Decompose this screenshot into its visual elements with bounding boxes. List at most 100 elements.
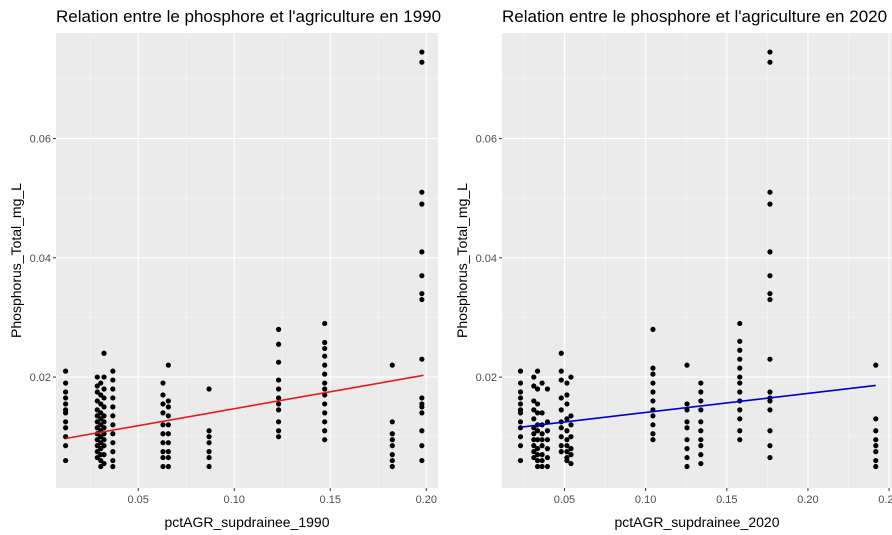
chart-1-point-56 [559,425,564,430]
chart-1-point-28 [535,428,540,433]
chart-1-point-51 [559,369,564,374]
chart-1-point-106 [698,461,703,466]
chart-1-point-39 [539,443,544,448]
chart-1-point-136 [873,363,878,368]
chart-0-y-tick-label-0: 0.02 [30,372,51,384]
chart-0-point-74 [166,398,171,403]
chart-1-point-126 [767,291,772,296]
chart-1-point-129 [767,389,772,394]
chart-1-point-81 [650,389,655,394]
chart-0-point-89 [206,464,211,469]
chart-0-point-62 [110,464,115,469]
chart-1-point-49 [545,464,550,469]
chart-0-point-115 [390,363,395,368]
chart-0-x-tick-label-3: 0.20 [416,494,437,506]
chart-1-point-71 [568,413,573,418]
chart-1-point-16 [531,416,536,421]
chart-0-point-128 [419,273,424,278]
chart-0-point-137 [419,443,424,448]
chart-1-point-121 [767,60,772,65]
chart-1-point-107 [737,321,742,326]
chart-0-point-125 [419,190,424,195]
chart-1-point-25 [535,401,540,406]
chart-1-point-8 [518,425,523,430]
chart-1-point-128 [767,357,772,362]
chart-1-point-123 [767,202,772,207]
chart-1-point-110 [737,357,742,362]
chart-1-point-87 [650,437,655,442]
chart-0-point-79 [166,440,171,445]
chart-0-point-111 [322,410,327,415]
chart-0-point-43 [101,413,106,418]
chart-1-point-122 [767,190,772,195]
chart-1-point-91 [684,419,689,424]
chart-0-x-tick-label-0: 0.05 [127,494,148,506]
chart-1-point-41 [539,458,544,463]
chart-1-point-12 [531,374,536,379]
chart-0-point-117 [390,431,395,436]
chart-1-point-108 [737,339,742,344]
chart-0-point-124 [419,60,424,65]
chart-0-point-75 [166,404,171,409]
chart-1-point-60 [564,380,569,385]
chart-1-x-tick-label-1: 0.10 [635,494,656,506]
chart-0-point-73 [166,363,171,368]
chart-0-point-94 [276,386,281,391]
chart-0-point-131 [419,357,424,362]
chart-0-point-54 [110,395,115,400]
chart-1-point-58 [559,443,564,448]
chart-1-x-tick-label-4: 0.25 [878,494,892,506]
chart-0: 0.05 0.10 0.15 0.200.020.040.06Relation ent… [8,7,441,530]
chart-0-point-69 [160,440,165,445]
chart-0-point-106 [322,372,327,377]
chart-0-point-88 [206,455,211,460]
chart-0-point-96 [276,401,281,406]
chart-1-point-40 [539,452,544,457]
chart-1-point-72 [568,422,573,427]
chart-0-point-116 [390,419,395,424]
chart-0-point-11 [63,458,68,463]
chart-1-point-7 [518,419,523,424]
chart-1-point-116 [737,407,742,412]
chart-1-point-45 [545,428,550,433]
chart-1-point-78 [650,366,655,371]
chart-1-point-84 [650,413,655,418]
chart-1-point-3 [518,395,523,400]
chart-0-point-51 [110,369,115,374]
chart-0-point-65 [160,401,165,406]
chart-0-point-91 [276,342,281,347]
chart-1-point-9 [518,434,523,439]
chart-0-panel-background [56,33,438,488]
chart-0-point-60 [110,449,115,454]
chart-0-point-1 [63,380,68,385]
chart-1-y-tick-label-2: 0.06 [476,134,497,146]
chart-1-point-132 [767,407,772,412]
chart-1-point-133 [767,428,772,433]
chart-0-point-127 [419,249,424,254]
chart-1-point-111 [737,366,742,371]
chart-0-point-12 [95,374,100,379]
chart-0-point-110 [322,401,327,406]
chart-0-point-78 [166,431,171,436]
chart-1-point-97 [698,380,703,385]
chart-1-point-61 [564,392,569,397]
chart-1-point-113 [737,380,742,385]
chart-0-point-108 [322,386,327,391]
chart-0-point-50 [101,461,106,466]
chart-1-point-6 [518,410,523,415]
chart-0-point-25 [98,380,103,385]
chart-0-point-130 [419,297,424,302]
chart-0-point-38 [101,351,106,356]
chart-1-point-137 [873,416,878,421]
chart-1-point-127 [767,297,772,302]
chart-1-point-92 [684,425,689,430]
chart-1-point-76 [568,461,573,466]
chart-1-point-140 [873,443,878,448]
chart-0-point-6 [63,410,68,415]
chart-0-point-119 [390,443,395,448]
chart-1-point-79 [650,372,655,377]
chart-1-point-70 [568,374,573,379]
chart-1-x-tick-label-2: 0.15 [716,494,737,506]
chart-0-point-3 [63,395,68,400]
